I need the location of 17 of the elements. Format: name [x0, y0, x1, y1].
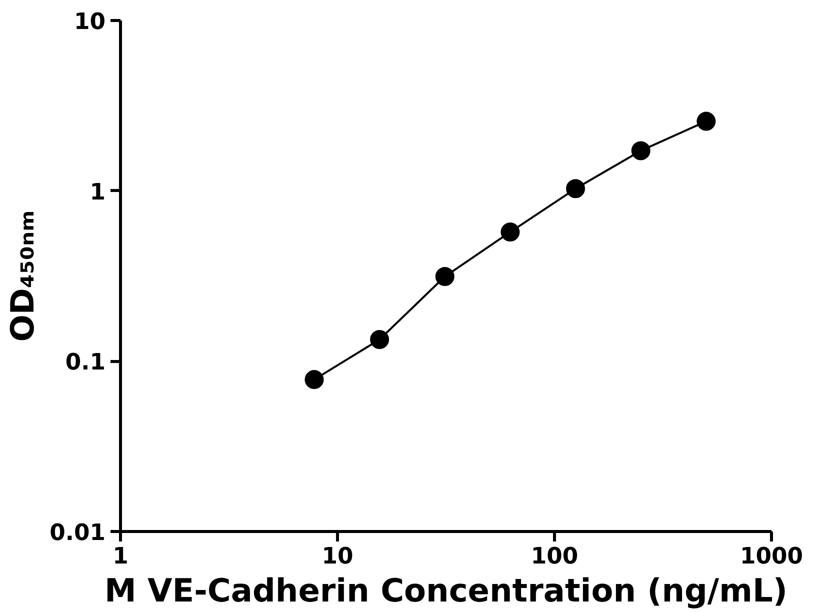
y-tick-label: 10 — [74, 9, 106, 35]
point — [696, 112, 716, 131]
point — [566, 179, 586, 198]
point — [304, 370, 324, 390]
point — [370, 330, 390, 349]
point — [631, 141, 650, 160]
x-tick-label: 1 — [112, 544, 128, 570]
x-axis-title: M VE-Cadherin Concentration (ng/mL) — [104, 572, 788, 610]
x-tick-label: 100 — [530, 544, 578, 570]
point — [500, 222, 520, 242]
y-tick-label: 0.1 — [65, 350, 106, 376]
y-axis-title: OD₄₅₀ₙₘ — [4, 210, 42, 342]
x-tick-label: 10 — [322, 544, 354, 570]
y-tick-label: 1 — [90, 179, 106, 206]
point — [435, 267, 454, 286]
x-tick-label: 1000 — [740, 544, 804, 570]
y-tick-label: 0.01 — [50, 520, 106, 546]
